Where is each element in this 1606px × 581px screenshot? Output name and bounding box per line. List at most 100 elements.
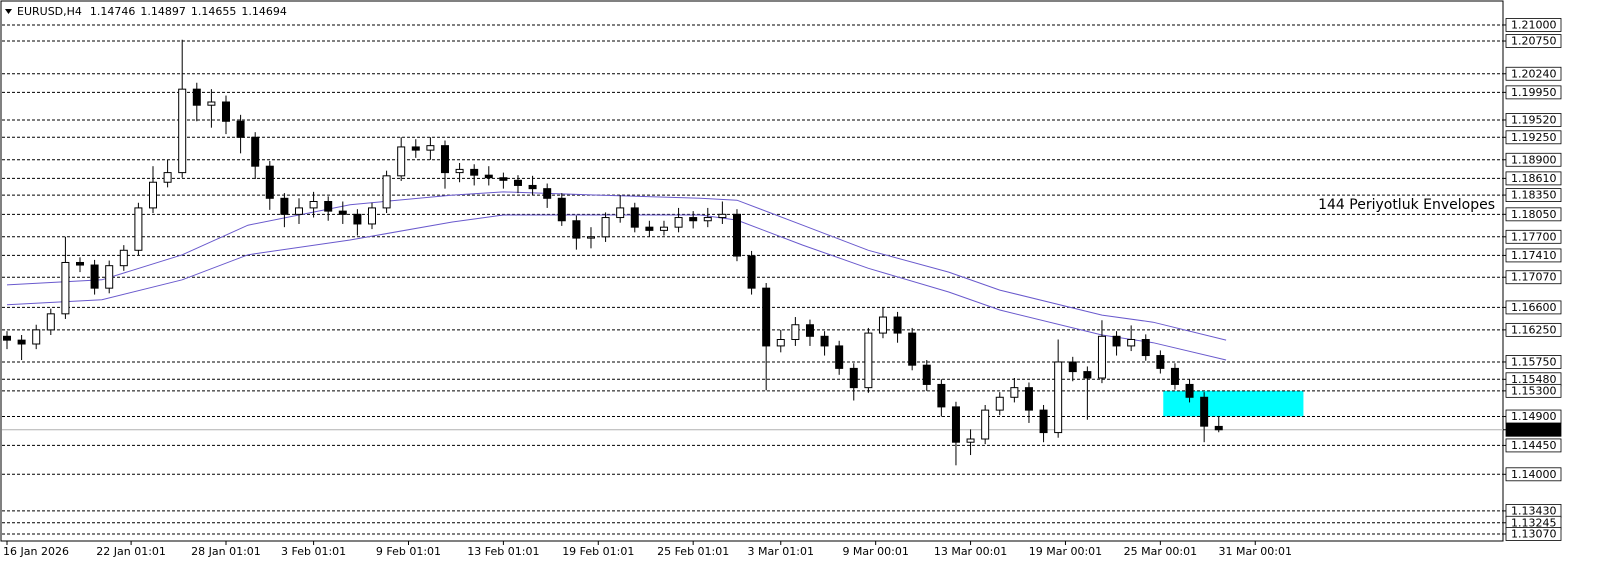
candle-body — [1185, 383, 1194, 398]
y-label-box — [1505, 467, 1562, 482]
y-tick-label: 1.18050 — [1511, 208, 1557, 221]
candle-body — [674, 217, 683, 228]
candle-body — [1200, 396, 1209, 427]
candle-body — [236, 120, 245, 138]
candle-body — [966, 438, 975, 443]
candle-body — [221, 101, 230, 122]
y-label-box — [1505, 438, 1562, 453]
y-label-box — [1505, 85, 1562, 100]
y-tick-label: 1.17700 — [1511, 230, 1557, 243]
y-label-box — [1505, 270, 1562, 285]
candle-body — [776, 339, 785, 347]
candle-body — [90, 264, 99, 289]
candle-body — [470, 168, 479, 176]
candle-body — [893, 316, 902, 334]
candle-body — [397, 146, 406, 177]
x-tick-label: 28 Jan 01:01 — [191, 545, 261, 558]
candle-body — [557, 197, 566, 222]
candle-body — [543, 188, 552, 199]
candle-body — [499, 177, 508, 181]
y-label-box — [1505, 300, 1562, 315]
candle-body — [265, 165, 274, 199]
x-tick-label: 3 Feb 01:01 — [281, 545, 346, 558]
y-tick-label: 1.19250 — [1511, 131, 1557, 144]
candle-body — [426, 145, 435, 151]
y-tick-label: 1.14694 — [1511, 423, 1557, 436]
x-tick-label: 13 Mar 00:01 — [934, 545, 1007, 558]
candle-body — [76, 261, 85, 266]
x-tick-label: 31 Mar 00:01 — [1219, 545, 1292, 558]
y-tick-label: 1.14000 — [1511, 468, 1557, 481]
candle-body — [178, 88, 187, 174]
y-label-box — [1505, 171, 1562, 186]
y-label-box — [1505, 527, 1562, 541]
candle-body — [17, 339, 26, 345]
y-tick-label: 1.19520 — [1511, 113, 1557, 126]
candle-body — [3, 335, 12, 341]
candle-body — [149, 181, 158, 209]
candle-body — [951, 406, 960, 443]
y-label-box — [1505, 248, 1562, 263]
candle-body — [922, 364, 931, 385]
candle-body — [572, 220, 581, 239]
symbol-menu-arrow[interactable] — [5, 9, 12, 14]
x-tick-label: 19 Mar 00:01 — [1029, 545, 1102, 558]
candle-body — [689, 217, 698, 222]
y-label-box — [1505, 188, 1562, 202]
candle-body — [324, 200, 333, 212]
candle-body — [630, 207, 639, 228]
y-tick-label: 1.17070 — [1511, 271, 1557, 284]
candle-body — [32, 329, 41, 345]
candle-body — [46, 313, 55, 331]
candle-body — [294, 207, 303, 215]
candle-body — [747, 255, 756, 289]
candle-body — [586, 236, 595, 239]
candle-body — [309, 200, 318, 209]
y-tick-label: 1.21000 — [1511, 18, 1557, 31]
candle-body — [1170, 367, 1179, 385]
candle-body — [601, 217, 610, 238]
candle-body — [353, 213, 362, 225]
candle-body — [849, 367, 858, 389]
candle-body — [1083, 371, 1092, 379]
x-tick-label: 19 Feb 01:01 — [562, 545, 634, 558]
chart-header: EURUSD,H4 1.14746 1.14897 1.14655 1.14694 — [17, 5, 287, 18]
candle-body — [762, 287, 771, 347]
y-tick-label: 1.15750 — [1511, 355, 1557, 368]
candle-body — [1141, 339, 1150, 357]
candle-body — [937, 383, 946, 408]
candle-body — [1214, 425, 1223, 431]
y-label-box — [1505, 66, 1562, 81]
candle-body — [61, 261, 70, 315]
candle-body — [820, 335, 829, 347]
candle-body — [134, 207, 143, 251]
x-tick-label: 3 Mar 01:01 — [748, 545, 814, 558]
high-price: 1.14897 — [140, 5, 186, 18]
price-zone — [1163, 390, 1304, 417]
x-tick-label: 13 Feb 01:01 — [467, 545, 539, 558]
candle-body — [207, 101, 216, 106]
candle-body — [703, 217, 712, 222]
y-label-box — [1505, 113, 1562, 127]
y-tick-label: 1.13245 — [1511, 516, 1557, 529]
candle-body — [995, 396, 1004, 411]
y-tick-label: 1.13430 — [1511, 504, 1557, 517]
x-tick-label: 9 Mar 00:01 — [842, 545, 908, 558]
candle-body — [119, 249, 128, 267]
candle-body — [105, 265, 114, 289]
envelope-line — [6, 191, 1227, 341]
y-label-box — [1505, 355, 1562, 369]
open-price: 1.14746 — [90, 5, 136, 18]
x-tick-label: 25 Mar 00:01 — [1124, 545, 1197, 558]
x-tick-label: 9 Feb 01:01 — [376, 545, 441, 558]
indicator-label: 144 Periyotluk Envelopes — [1318, 197, 1495, 213]
y-tick-label: 1.18610 — [1511, 172, 1557, 185]
y-label-box — [1505, 152, 1562, 167]
candle-body — [1039, 409, 1048, 434]
candle-body — [878, 316, 887, 334]
y-tick-label: 1.19950 — [1511, 86, 1557, 99]
candle-body — [528, 184, 537, 190]
candle-body — [513, 179, 522, 186]
candle-body — [1010, 387, 1019, 398]
